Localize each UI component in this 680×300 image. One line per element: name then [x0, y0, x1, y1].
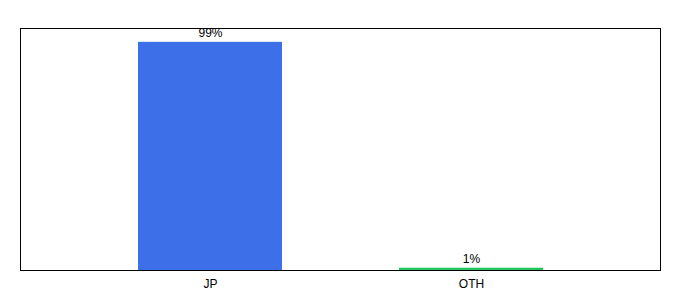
svg-text:1%: 1%	[463, 252, 481, 266]
svg-text:OTH: OTH	[459, 277, 484, 291]
svg-text:JP: JP	[203, 277, 217, 291]
svg-text:99%: 99%	[198, 26, 222, 40]
